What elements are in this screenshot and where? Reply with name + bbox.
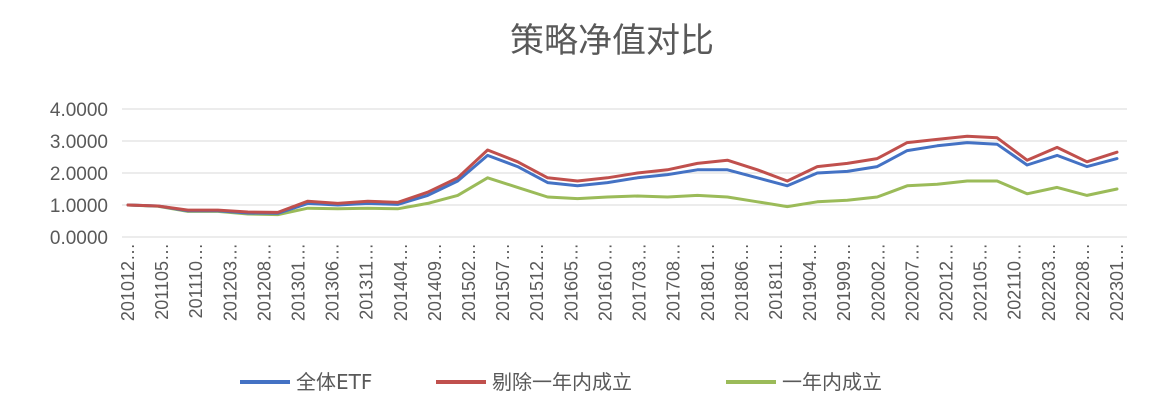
series-lines bbox=[126, 134, 1119, 217]
x-tick-label: 201512… bbox=[527, 243, 547, 321]
legend-label: 全体ETF bbox=[296, 370, 372, 394]
x-tick-label: 201110… bbox=[186, 243, 206, 318]
y-tick-label: 4.0000 bbox=[50, 100, 108, 121]
x-tick-label: 202110… bbox=[1005, 243, 1025, 320]
x-tick-label: 201105… bbox=[152, 243, 172, 320]
x-tick-label: 202007… bbox=[902, 243, 922, 321]
x-tick-label: 201311… bbox=[357, 243, 377, 320]
x-tick-label: 202203… bbox=[1039, 243, 1059, 321]
x-tick-label: 201806… bbox=[732, 243, 752, 321]
legend-label: 一年内成立 bbox=[782, 370, 882, 394]
x-tick-label: 201605… bbox=[561, 243, 581, 321]
x-tick-label: 201703… bbox=[630, 243, 650, 321]
x-tick-label: 201904… bbox=[800, 243, 820, 321]
x-tick-label: 202012… bbox=[936, 243, 956, 321]
x-tick-label: 201409… bbox=[425, 243, 445, 321]
y-axis-ticks: 0.0000 1.0000 2.0000 3.0000 4.0000 bbox=[50, 100, 108, 249]
x-tick-label: 201909… bbox=[834, 243, 854, 321]
y-tick-label: 2.0000 bbox=[50, 164, 108, 185]
y-tick-label: 0.0000 bbox=[50, 228, 108, 249]
legend-label: 剔除一年内成立 bbox=[492, 370, 632, 394]
series-line-3 bbox=[126, 176, 1119, 217]
x-tick-label: 201502… bbox=[459, 243, 479, 321]
x-tick-label: 201208… bbox=[254, 243, 274, 321]
series-line-2 bbox=[126, 134, 1119, 214]
x-tick-label: 201801… bbox=[698, 243, 718, 321]
x-tick-label: 202002… bbox=[868, 243, 888, 321]
x-axis-ticks: 201012… 201105… 201110… 201203… 201208… 20130… bbox=[118, 243, 1127, 321]
x-tick-label: 201811… bbox=[766, 243, 786, 320]
x-tick-label: 202208… bbox=[1073, 243, 1093, 321]
x-tick-label: 202301… bbox=[1107, 243, 1127, 321]
chart-title: 策略净值对比 bbox=[510, 21, 714, 61]
y-tick-label: 3.0000 bbox=[50, 132, 108, 153]
legend: 全体ETF 剔除一年内成立 一年内成立 bbox=[240, 370, 882, 394]
x-tick-label: 201507… bbox=[493, 243, 513, 321]
x-tick-label: 201708… bbox=[664, 243, 684, 321]
x-tick-label: 201012… bbox=[118, 243, 138, 321]
x-tick-label: 201301… bbox=[289, 243, 309, 321]
x-tick-label: 201404… bbox=[391, 243, 411, 321]
x-tick-label: 201610… bbox=[595, 243, 615, 321]
y-tick-label: 1.0000 bbox=[50, 196, 108, 217]
x-tick-label: 202105… bbox=[971, 243, 991, 321]
x-tick-label: 201203… bbox=[220, 243, 240, 321]
series-line-1 bbox=[126, 141, 1119, 215]
x-tick-label: 201306… bbox=[323, 243, 343, 321]
grid bbox=[122, 108, 1127, 206]
